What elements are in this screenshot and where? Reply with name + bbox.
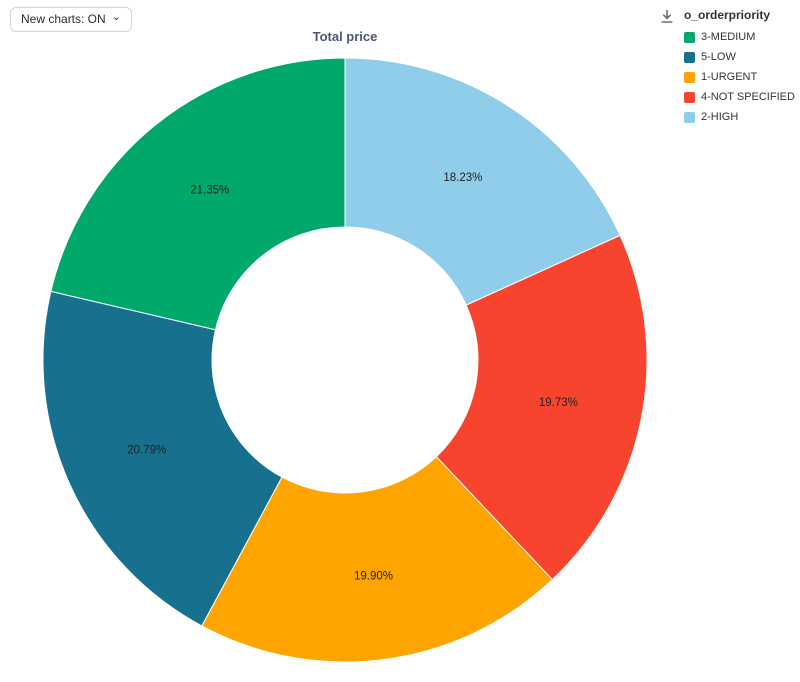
legend-item[interactable]: 1-URGENT	[684, 71, 792, 83]
slice-percent-label: 21.35%	[190, 185, 229, 197]
new-charts-toggle-button[interactable]: New charts: ON ⌄	[10, 7, 132, 32]
pie-slice-5-low[interactable]	[42, 290, 283, 627]
legend-swatch	[684, 31, 695, 43]
legend-item-label: 4-NOT SPECIFIED	[701, 91, 795, 103]
legend-item-label: 5-LOW	[701, 51, 736, 63]
legend-item[interactable]: 5-LOW	[684, 51, 792, 63]
slice-percent-label: 19.73%	[539, 397, 578, 409]
legend-item[interactable]: 2-HIGH	[684, 111, 792, 123]
pie-slice-2-high[interactable]	[344, 57, 621, 306]
legend: o_orderpriority 3-MEDIUM 5-LOW 1-URGENT …	[660, 8, 795, 131]
slice-percent-label: 18.23%	[443, 172, 482, 184]
legend-item-label: 3-MEDIUM	[701, 31, 756, 43]
slice-percent-label: 20.79%	[127, 444, 166, 456]
legend-item[interactable]: 4-NOT SPECIFIED	[684, 91, 795, 103]
new-charts-toggle-label: New charts: ON	[21, 12, 106, 26]
pie-slice-3-medium[interactable]	[50, 57, 346, 331]
pie-slice-1-urgent[interactable]	[201, 456, 553, 663]
chart-title: Total price	[312, 29, 378, 44]
legend-swatch	[684, 51, 695, 63]
chevron-down-icon: ⌄	[111, 11, 121, 23]
download-icon[interactable]	[660, 9, 674, 24]
legend-item[interactable]: 3-MEDIUM	[684, 31, 792, 43]
legend-title: o_orderpriority	[684, 8, 771, 22]
legend-swatch	[684, 71, 695, 83]
legend-swatch	[684, 111, 695, 123]
slice-percent-label: 19.90%	[354, 571, 393, 583]
legend-header: o_orderpriority	[660, 8, 792, 24]
legend-item-label: 2-HIGH	[701, 111, 739, 123]
legend-item-label: 1-URGENT	[701, 71, 758, 83]
legend-swatch	[684, 91, 695, 103]
pie-slice-4-not-specified[interactable]	[435, 234, 648, 581]
legend-items: 3-MEDIUM 5-LOW 1-URGENT 4-NOT SPECIFIED …	[684, 31, 795, 123]
